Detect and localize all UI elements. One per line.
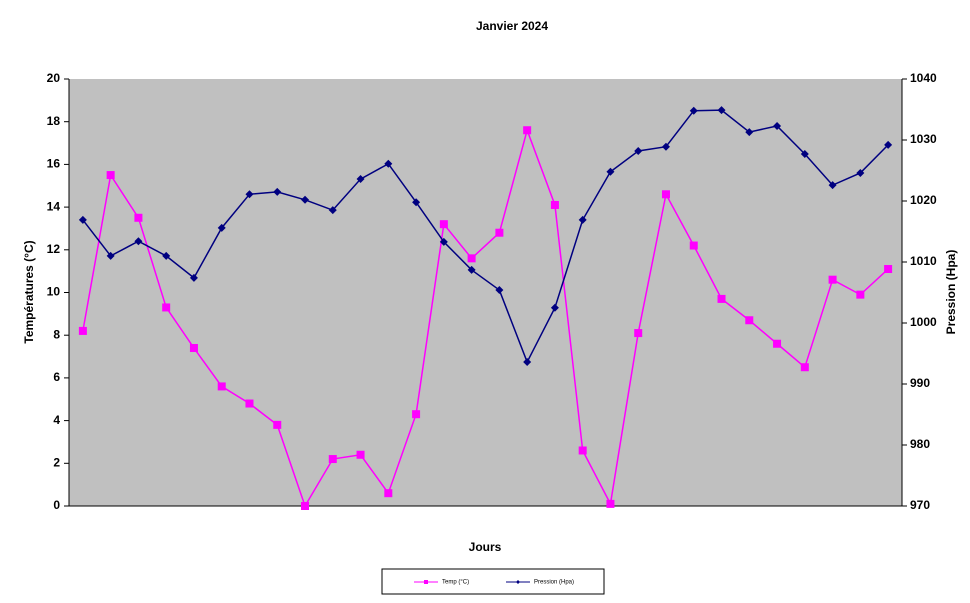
marker [356,175,365,184]
marker [606,499,615,508]
marker [884,265,893,274]
marker [189,273,198,282]
y-tick-label: 6 [53,370,60,384]
marker [189,344,198,353]
marker [884,140,893,149]
y-tick-label: 8 [53,327,60,341]
marker [689,241,698,250]
y-tick-label: 12 [47,242,61,256]
marker [217,223,226,232]
y2-tick-label: 1010 [910,254,937,268]
marker [634,146,643,155]
marker [384,159,393,168]
y-tick-label: 10 [47,285,61,299]
marker [301,502,310,510]
marker [828,275,837,284]
marker [773,339,782,348]
y-axis-title: Températures (°C) [22,240,36,343]
legend-marker [424,580,428,584]
chart-title: Janvier 2024 [476,19,548,33]
marker [717,294,726,303]
marker [106,171,115,180]
marker [523,358,532,367]
marker [745,316,754,325]
marker [467,265,476,274]
y-tick-label: 16 [47,157,61,171]
marker [384,489,393,498]
y2-tick-label: 1000 [910,315,937,329]
marker [634,329,643,338]
y-tick-label: 20 [47,71,61,85]
marker [439,237,448,246]
plot-area [69,79,902,506]
marker [301,195,310,204]
marker [745,128,754,137]
y2-tick-label: 1030 [910,132,937,146]
marker [78,215,87,224]
legend-label: Temp (°C) [442,580,469,586]
marker [245,399,254,408]
marker [606,167,615,176]
marker [467,254,476,263]
marker [273,187,282,196]
marker [661,142,670,151]
marker [856,290,865,299]
marker [328,455,337,464]
y-tick-label: 2 [53,455,60,469]
y2-axis-title: Pression (Hpa) [944,250,958,335]
marker [134,213,143,222]
legend-label: Pression (Hpa) [534,580,574,586]
marker [412,198,421,207]
legend-marker [516,580,520,584]
marker [134,237,143,246]
marker [495,286,504,295]
marker [162,303,171,312]
marker [717,106,726,115]
marker [106,251,115,260]
y2-tick-label: 970 [910,498,930,512]
marker [328,206,337,215]
marker [689,106,698,115]
marker [828,181,837,190]
marker [273,420,282,429]
marker [856,168,865,177]
y2-tick-label: 980 [910,437,930,451]
marker [217,382,226,391]
marker [550,200,559,209]
marker [800,363,809,372]
y-tick-label: 14 [47,199,61,213]
marker [245,190,254,199]
y2-tick-label: 1040 [910,71,937,85]
series-line [82,109,889,364]
marker [800,150,809,159]
marker [578,215,587,224]
y2-tick-label: 990 [910,376,930,390]
y-tick-label: 4 [53,413,60,427]
y2-tick-label: 1020 [910,193,937,207]
marker [162,251,171,260]
marker [578,446,587,455]
marker [523,126,532,135]
marker [661,190,670,199]
marker [550,303,559,312]
marker [356,450,365,459]
marker [773,121,782,130]
marker [495,228,504,237]
x-axis-title: Jours [469,540,502,554]
marker [412,410,421,419]
marker [439,220,448,229]
marker [78,326,87,335]
series-line [82,127,889,508]
y-tick-label: 0 [53,498,60,512]
y-tick-label: 18 [47,114,61,128]
